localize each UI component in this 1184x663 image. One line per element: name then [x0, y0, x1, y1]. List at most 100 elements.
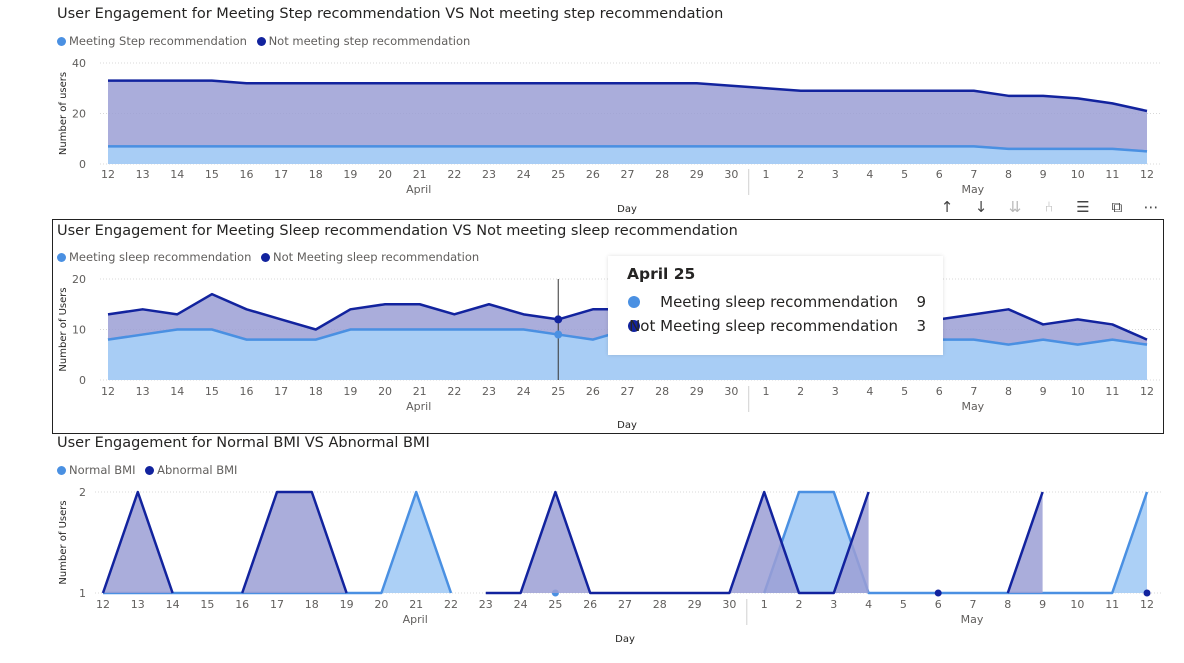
x-tick-label: 26 [586, 385, 600, 398]
legend-dot [57, 465, 66, 475]
legend-item[interactable]: Meeting Step recommendation [57, 34, 247, 48]
legend-dot [145, 465, 155, 475]
legend-item[interactable]: Not Meeting sleep recommendation [261, 250, 479, 264]
x-tick-label: 10 [1070, 598, 1084, 611]
x-tick-label: 29 [688, 598, 702, 611]
y-tick-label: 2 [79, 486, 86, 499]
x-tick-label: 4 [866, 168, 873, 181]
x-tick-label: 6 [936, 168, 943, 181]
filter-icon[interactable]: ☰ [1076, 198, 1090, 216]
x-tick-label: 11 [1105, 168, 1119, 181]
sleep-chart-panel[interactable]: User Engagement for Meeting Sleep recomm… [52, 219, 1164, 434]
y-tick-label: 0 [79, 374, 86, 387]
y-tick-label: 20 [72, 108, 86, 121]
double-arrow-down-icon[interactable]: ⇊ [1008, 198, 1022, 216]
x-tick-label: 8 [1005, 385, 1012, 398]
y-axis-title: Number of users [58, 72, 69, 155]
x-tick-label: 13 [136, 168, 150, 181]
x-tick-label: 4 [865, 598, 872, 611]
chart-tooltip: April 25 Meeting sleep recommendation 9 … [608, 256, 943, 355]
x-tick-label: 15 [205, 168, 219, 181]
y-axis-title: Number of Users [58, 287, 69, 371]
hover-point [554, 330, 563, 339]
x-tick-label: 5 [900, 598, 907, 611]
series-line [763, 490, 1149, 595]
x-tick-label: 10 [1071, 168, 1085, 181]
legend-item[interactable]: Not meeting step recommendation [256, 34, 470, 48]
expand-hierarchy-icon[interactable]: ⑃ [1044, 198, 1054, 216]
series-area-front [108, 146, 1147, 164]
focus-mode-icon[interactable]: ⧉ [1111, 198, 1123, 216]
visual-header-toolbar: ↑ ↓ ⇊ ⑃ ☰ ⧉ ⋯ [930, 198, 1168, 216]
x-tick-label: 17 [274, 385, 288, 398]
x-tick-label: 22 [447, 385, 461, 398]
step-chart-panel: User Engagement for Meeting Step recomme… [52, 0, 1164, 218]
x-tick-label: 12 [1140, 385, 1154, 398]
arrow-up-icon[interactable]: ↑ [940, 198, 954, 216]
x-tick-label: 11 [1105, 385, 1119, 398]
x-axis-title: Day [615, 634, 635, 645]
legend-dot [57, 252, 66, 262]
x-tick-label: 9 [1040, 168, 1047, 181]
series-area [103, 492, 173, 593]
x-tick-label: 12 [1140, 598, 1154, 611]
x-tick-label: 6 [936, 385, 943, 398]
x-month-label: April [403, 613, 428, 626]
series-line [108, 79, 1148, 113]
x-tick-label: 19 [343, 168, 357, 181]
x-tick-label: 14 [166, 598, 180, 611]
x-tick-label: 20 [378, 385, 392, 398]
tooltip-value: 3 [916, 317, 926, 335]
x-tick-label: 2 [797, 168, 804, 181]
hover-point [554, 315, 563, 324]
chart-title: User Engagement for Normal BMI VS Abnorm… [57, 435, 430, 451]
x-tick-label: 16 [240, 385, 254, 398]
legend-item[interactable]: Meeting sleep recommendation [57, 250, 251, 264]
x-tick-label: 13 [131, 598, 145, 611]
x-tick-label: 12 [101, 385, 115, 398]
tooltip-label: Meeting sleep recommendation [660, 293, 898, 311]
legend-item[interactable]: Normal BMI [57, 463, 135, 477]
x-tick-label: 3 [832, 385, 839, 398]
x-tick-label: 7 [970, 168, 977, 181]
arrow-down-icon[interactable]: ↓ [974, 198, 988, 216]
x-tick-label: 8 [1004, 598, 1011, 611]
x-tick-label: 25 [551, 385, 565, 398]
tooltip-dot [628, 296, 640, 308]
x-tick-label: 12 [101, 168, 115, 181]
series-point [1143, 589, 1151, 597]
series-area [103, 492, 451, 593]
x-tick-label: 21 [413, 385, 427, 398]
y-tick-label: 20 [72, 273, 86, 286]
tooltip-value: 9 [916, 293, 926, 311]
tooltip-title: April 25 [627, 265, 696, 283]
x-tick-label: 9 [1039, 598, 1046, 611]
x-tick-label: 22 [444, 598, 458, 611]
more-options-icon[interactable]: ⋯ [1143, 198, 1159, 216]
x-tick-label: 2 [797, 385, 804, 398]
series-line [101, 490, 174, 594]
x-tick-label: 27 [621, 168, 635, 181]
x-tick-label: 14 [170, 385, 184, 398]
x-tick-label: 20 [378, 168, 392, 181]
x-tick-label: 14 [170, 168, 184, 181]
x-tick-label: 27 [621, 385, 635, 398]
chart-legend: Meeting Step recommendation Not meeting … [57, 34, 476, 49]
legend-item[interactable]: Abnormal BMI [145, 463, 237, 477]
y-tick-label: 0 [79, 158, 86, 171]
x-tick-label: 16 [235, 598, 249, 611]
x-tick-label: 15 [205, 385, 219, 398]
x-axis-title: Day [617, 420, 637, 431]
x-tick-label: 8 [1005, 168, 1012, 181]
series-area [108, 80, 1147, 164]
x-tick-label: 7 [970, 598, 977, 611]
x-tick-label: 18 [309, 168, 323, 181]
x-month-label: May [961, 400, 984, 413]
x-tick-label: 18 [305, 598, 319, 611]
tooltip-dot [628, 320, 640, 332]
x-month-label: May [961, 183, 984, 196]
x-tick-label: 1 [763, 168, 770, 181]
legend-label: Meeting sleep recommendation [69, 250, 252, 264]
x-axis-title: Day [617, 204, 637, 215]
x-tick-label: 19 [340, 598, 354, 611]
